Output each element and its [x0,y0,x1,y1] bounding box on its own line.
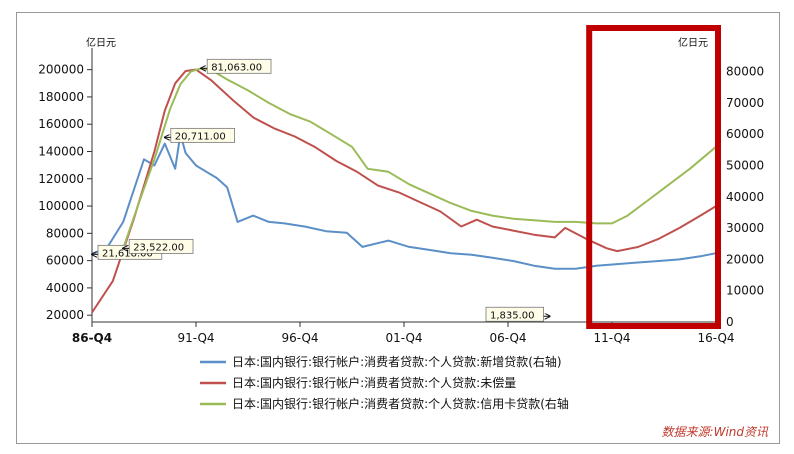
legend-label-1: 日本:国内银行:银行帐户:消费者贷款:个人贷款:新增贷款(右轴) [232,354,562,369]
left-tick-label: 200000 [38,63,84,77]
chart-frame [16,12,780,444]
data-source-note: 数据来源:Wind资讯 [662,425,769,439]
series-line-3 [122,67,717,249]
left-axis-unit: 亿日元 [86,36,116,49]
data-label: 1,835.00 [485,306,550,322]
right-tick-label: 20000 [726,252,764,266]
x-tick-label: 16-Q4 [697,331,734,345]
legend-label-3: 日本:国内银行:银行帐户:消费者贷款:个人贷款:信用卡贷款(右轴 [232,396,569,411]
data-label-text: 81,063.00 [211,62,262,73]
right-tick-label: 40000 [726,190,764,204]
highlight-box [586,25,722,329]
right-axis-unit: 亿日元 [678,36,708,49]
data-label: 81,063.00 [201,58,272,74]
right-tick-label: 30000 [726,221,764,235]
right-tick-label: 50000 [726,159,764,173]
x-tick-label: 86-Q4 [72,331,112,345]
data-label-text: 1,835.00 [490,310,535,321]
data-label-box [128,238,194,254]
left-tick-label: 40000 [46,281,84,295]
left-tick-label: 60000 [46,254,84,268]
data-label-box [206,58,272,74]
x-tick-label: 06-Q4 [489,331,526,345]
data-label-text: 23,522.00 [133,242,184,253]
left-tick-label: 80000 [46,226,84,240]
x-tick-label: 91-Q4 [177,331,214,345]
data-label-text: 21,618.00 [102,248,153,259]
data-label: 23,522.00 [123,238,194,254]
data-label-text: 20,711.00 [175,131,226,142]
right-tick-label: 10000 [726,284,764,298]
left-tick-label: 180000 [38,90,84,104]
data-label: 20,711.00 [165,127,236,143]
left-tick-label: 120000 [38,172,84,186]
data-label-box [170,127,236,143]
left-tick-label: 20000 [46,308,84,322]
right-tick-label: 70000 [726,96,764,110]
x-tick-label: 11-Q4 [593,331,630,345]
left-tick-label: 160000 [38,117,84,131]
right-tick-label: 60000 [726,127,764,141]
right-tick-label: 0 [726,315,734,329]
legend-label-2: 日本:国内银行:银行帐户:消费者贷款:个人贷款:未偿量 [232,375,516,390]
left-tick-label: 140000 [38,144,84,158]
x-tick-label: 96-Q4 [281,331,318,345]
series-line-2 [91,68,717,314]
x-tick-label: 01-Q4 [385,331,422,345]
right-tick-label: 80000 [726,65,764,79]
left-tick-label: 100000 [38,199,84,213]
data-label-box [485,306,544,322]
